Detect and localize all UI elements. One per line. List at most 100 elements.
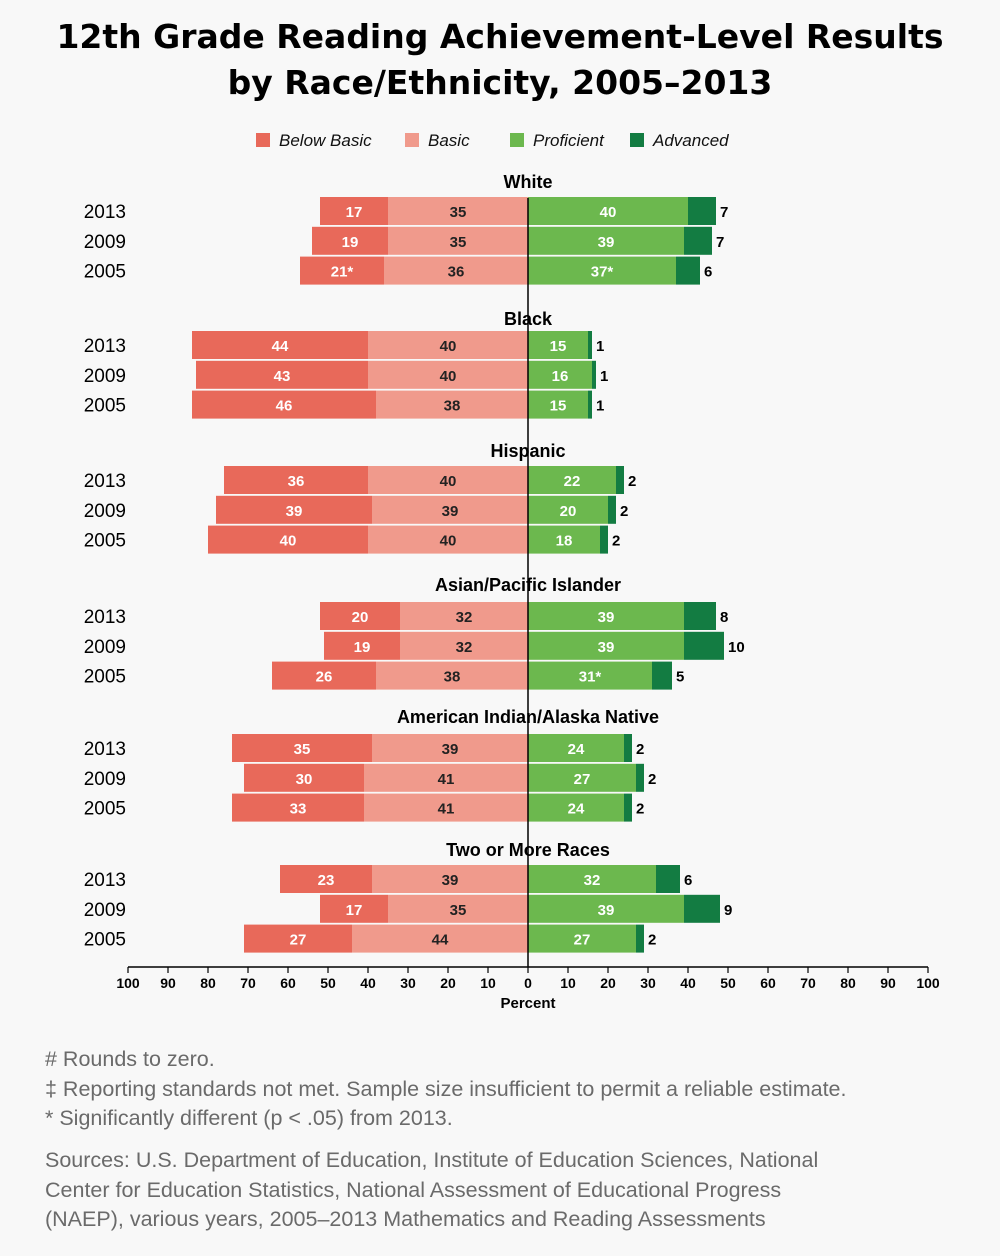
bar-advanced-american-indian-alaska-native-2009 (636, 763, 644, 792)
bar-advanced-black-2009 (592, 360, 596, 389)
bar-below-basic-white-2005 (300, 256, 384, 285)
data-label-basic-american-indian-alaska-native-2005: 41 (438, 801, 455, 818)
year-label-hispanic-2005: 2005 (84, 531, 126, 552)
x-tick-label-0: 100 (116, 975, 140, 991)
x-axis-title: Percent (500, 995, 555, 1012)
data-label-advanced-hispanic-2013: 2 (628, 473, 636, 490)
bar-proficient-black-2013 (528, 331, 588, 359)
footnotes: # Rounds to zero. ‡ Reporting standards … (45, 1045, 975, 1134)
bar-advanced-white-2005 (676, 256, 700, 285)
stacked-bar-chart: Below Basic Basic Proficient Advanced White 2… (84, 131, 940, 1012)
data-label-proficient-asian-pacific-islander-2013: 39 (598, 609, 615, 626)
bar-proficient-hispanic-2009 (528, 495, 608, 524)
bar-below-basic-asian-pacific-islander-2009 (324, 631, 400, 660)
data-label-below-basic-asian-pacific-islander-2013: 20 (352, 609, 369, 626)
bar-advanced-two-or-more-races-2009 (684, 894, 720, 923)
bar-proficient-two-or-more-races-2009 (528, 894, 684, 923)
data-label-advanced-black-2009: 1 (600, 368, 608, 385)
data-label-basic-two-or-more-races-2005: 44 (432, 932, 449, 949)
bar-below-basic-white-2013 (320, 197, 388, 225)
data-label-proficient-two-or-more-races-2009: 39 (598, 902, 615, 919)
bar-basic-two-or-more-races-2005 (352, 924, 528, 953)
x-tick-label-8: 20 (440, 975, 456, 991)
bar-proficient-asian-pacific-islander-2013 (528, 602, 684, 630)
bar-advanced-american-indian-alaska-native-2005 (624, 793, 632, 822)
chart-title: 12th Grade Reading Achievement-Level Res… (0, 14, 1000, 106)
bar-advanced-two-or-more-races-2005 (636, 924, 644, 953)
legend-label-below-basic: Below Basic (279, 131, 372, 150)
bar-basic-asian-pacific-islander-2005 (376, 661, 528, 690)
footnote-rounds-zero: # Rounds to zero. (45, 1047, 215, 1071)
bar-proficient-american-indian-alaska-native-2005 (528, 793, 624, 822)
bar-advanced-white-2013 (688, 197, 716, 225)
year-label-hispanic-2009: 2009 (84, 501, 126, 522)
bar-advanced-hispanic-2013 (616, 466, 624, 494)
bar-advanced-white-2009 (684, 226, 712, 255)
year-label-two-or-more-races-2009: 2009 (84, 900, 126, 921)
data-label-advanced-two-or-more-races-2013: 6 (684, 872, 692, 889)
x-tick-label-6: 40 (360, 975, 376, 991)
bar-below-basic-two-or-more-races-2009 (320, 894, 388, 923)
year-label-black-2005: 2005 (84, 396, 126, 417)
group-label-white: White (504, 172, 553, 192)
bar-advanced-black-2005 (588, 390, 592, 419)
data-label-basic-asian-pacific-islander-2009: 32 (456, 639, 473, 656)
x-tick-label-7: 30 (400, 975, 416, 991)
data-label-below-basic-black-2005: 46 (276, 398, 293, 415)
year-label-two-or-more-races-2005: 2005 (84, 930, 126, 951)
year-label-white-2005: 2005 (84, 262, 126, 283)
bar-proficient-hispanic-2005 (528, 525, 600, 554)
bar-proficient-two-or-more-races-2013 (528, 865, 656, 893)
legend-label-proficient: Proficient (533, 131, 605, 150)
bar-proficient-white-2005 (528, 256, 676, 285)
bar-advanced-asian-pacific-islander-2013 (684, 602, 716, 630)
x-tick-label-10: 0 (524, 975, 532, 991)
data-label-proficient-asian-pacific-islander-2009: 39 (598, 639, 615, 656)
bar-basic-black-2013 (368, 331, 528, 359)
bar-below-basic-black-2009 (196, 360, 368, 389)
bar-below-basic-two-or-more-races-2005 (244, 924, 352, 953)
legend-swatch-basic (405, 133, 419, 147)
data-label-below-basic-two-or-more-races-2013: 23 (318, 872, 335, 889)
x-tick-label-2: 80 (200, 975, 216, 991)
data-label-advanced-two-or-more-races-2005: 2 (648, 932, 656, 949)
year-label-white-2013: 2013 (84, 202, 126, 223)
data-label-advanced-american-indian-alaska-native-2013: 2 (636, 741, 644, 758)
data-label-proficient-american-indian-alaska-native-2005: 24 (568, 801, 585, 818)
data-label-below-basic-hispanic-2013: 36 (288, 473, 305, 490)
data-label-below-basic-two-or-more-races-2009: 17 (346, 902, 363, 919)
year-label-hispanic-2013: 2013 (84, 471, 126, 492)
year-label-asian-pacific-islander-2013: 2013 (84, 607, 126, 628)
data-label-advanced-black-2005: 1 (596, 398, 604, 415)
x-tick-label-11: 10 (560, 975, 576, 991)
data-label-basic-asian-pacific-islander-2005: 38 (444, 669, 461, 686)
data-label-proficient-black-2005: 15 (550, 398, 567, 415)
data-label-basic-american-indian-alaska-native-2009: 41 (438, 771, 455, 788)
bar-advanced-hispanic-2005 (600, 525, 608, 554)
data-label-advanced-american-indian-alaska-native-2009: 2 (648, 771, 656, 788)
data-label-basic-hispanic-2005: 40 (440, 533, 457, 550)
bar-proficient-asian-pacific-islander-2005 (528, 661, 652, 690)
data-label-below-basic-american-indian-alaska-native-2005: 33 (290, 801, 307, 818)
data-label-basic-asian-pacific-islander-2013: 32 (456, 609, 473, 626)
year-label-american-indian-alaska-native-2005: 2005 (84, 799, 126, 820)
year-label-black-2013: 2013 (84, 336, 126, 357)
data-label-below-basic-two-or-more-races-2005: 27 (290, 932, 307, 949)
bar-advanced-black-2013 (588, 331, 592, 359)
bar-advanced-asian-pacific-islander-2005 (652, 661, 672, 690)
data-label-basic-american-indian-alaska-native-2013: 39 (442, 741, 459, 758)
bar-proficient-american-indian-alaska-native-2013 (528, 734, 624, 762)
year-label-american-indian-alaska-native-2009: 2009 (84, 769, 126, 790)
data-label-below-basic-hispanic-2009: 39 (286, 503, 303, 520)
x-tick-label-15: 50 (720, 975, 736, 991)
year-label-american-indian-alaska-native-2013: 2013 (84, 739, 126, 760)
bar-basic-two-or-more-races-2013 (372, 865, 528, 893)
x-tick-label-20: 100 (916, 975, 940, 991)
bar-proficient-black-2005 (528, 390, 588, 419)
data-label-below-basic-asian-pacific-islander-2005: 26 (316, 669, 333, 686)
x-tick-label-1: 90 (160, 975, 176, 991)
chart-title-line-2: by Race/Ethnicity, 2005–2013 (227, 63, 773, 102)
x-tick-label-5: 50 (320, 975, 336, 991)
bar-proficient-white-2009 (528, 226, 684, 255)
data-label-advanced-asian-pacific-islander-2009: 10 (728, 639, 745, 656)
